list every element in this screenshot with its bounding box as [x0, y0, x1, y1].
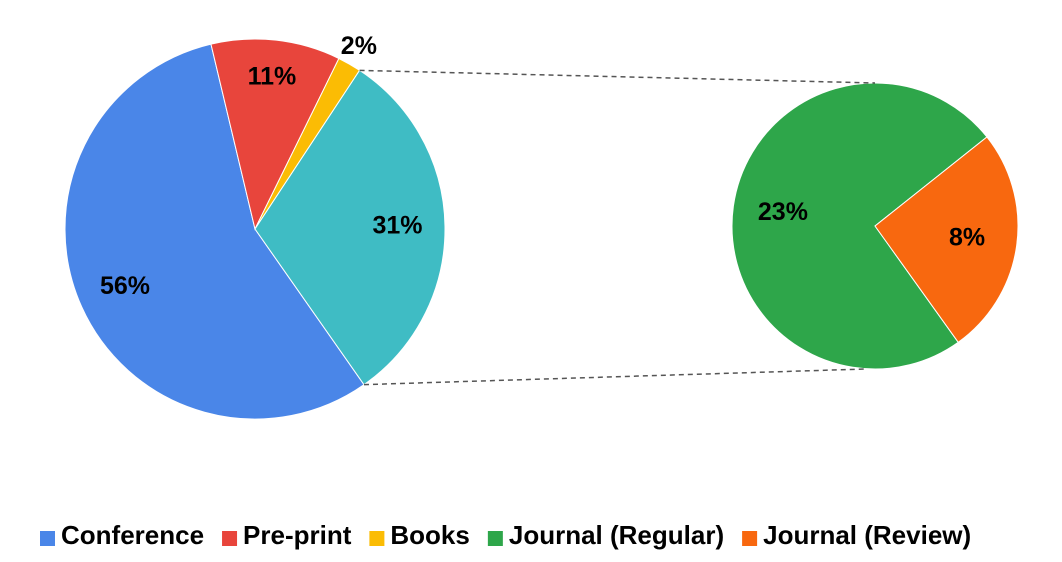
pie-slice: [874, 136, 1019, 343]
slice-label: 23%: [758, 198, 808, 226]
legend-label: Pre-print: [243, 520, 352, 550]
legend-label: Books: [390, 520, 469, 550]
pie-slice: [254, 69, 446, 386]
legend-label: Journal (Review): [763, 520, 971, 550]
legend-swatch: [40, 531, 55, 546]
connector-line: [359, 69, 876, 84]
legend-swatch: [369, 531, 385, 546]
pie-slice: [64, 43, 365, 420]
legend-label: Journal (Regular): [509, 520, 724, 550]
pie-slice: [731, 82, 988, 370]
legend-swatch: [487, 531, 503, 546]
legend-swatch: [742, 531, 758, 546]
legend-label: Conference: [61, 520, 204, 550]
slice-label: 11%: [248, 63, 297, 91]
pie-slice: [210, 38, 340, 231]
slice-label: 8%: [949, 223, 985, 251]
legend-swatch: [222, 531, 238, 546]
slice-label: 56%: [100, 272, 150, 300]
connector-line: [363, 368, 866, 386]
slice-label: 2%: [341, 32, 377, 60]
slice-label: 31%: [372, 212, 422, 240]
